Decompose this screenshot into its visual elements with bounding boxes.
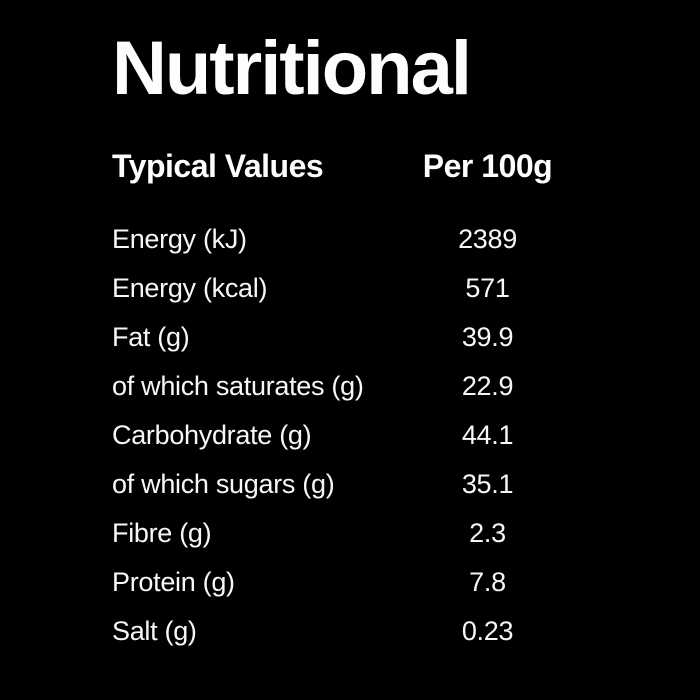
column-header-typical-values: Typical Values — [112, 148, 324, 184]
table-row-sugars: of which sugars (g) 35.1 — [112, 459, 585, 508]
row-value: 35.1 — [461, 468, 514, 499]
row-value: 571 — [465, 272, 510, 303]
row-label: Fibre (g) — [112, 517, 212, 548]
row-label: Salt (g) — [112, 615, 197, 646]
row-value: 39.9 — [461, 321, 514, 352]
row-label: of which sugars (g) — [112, 468, 335, 499]
table-row-protein: Protein (g) 7.8 — [112, 557, 585, 606]
label-title: Nutritional — [112, 26, 472, 111]
row-value: 2389 — [458, 223, 517, 254]
row-value: 22.9 — [461, 370, 514, 401]
table-row-energy-kj: Energy (kJ) 2389 — [112, 214, 585, 263]
column-header-row: Typical Values Per 100g — [112, 150, 585, 183]
column-header-per-100g: Per 100g — [422, 148, 553, 184]
row-value: 2.3 — [469, 517, 506, 548]
row-value: 44.1 — [461, 419, 514, 450]
table-row-carbohydrate: Carbohydrate (g) 44.1 — [112, 410, 585, 459]
nutrition-table: Energy (kJ) 2389 Energy (kcal) 571 Fat (… — [112, 214, 585, 655]
row-value: 7.8 — [469, 566, 506, 597]
table-row-salt: Salt (g) 0.23 — [112, 606, 585, 655]
row-label: Carbohydrate (g) — [112, 419, 312, 450]
row-label: Energy (kJ) — [112, 223, 247, 254]
table-row-saturates: of which saturates (g) 22.9 — [112, 361, 585, 410]
table-row-fibre: Fibre (g) 2.3 — [112, 508, 585, 557]
table-row-energy-kcal: Energy (kcal) 571 — [112, 263, 585, 312]
row-value: 0.23 — [461, 615, 514, 646]
table-row-fat: Fat (g) 39.9 — [112, 312, 585, 361]
row-label: of which saturates (g) — [112, 370, 364, 401]
row-label: Energy (kcal) — [112, 272, 268, 303]
row-label: Protein (g) — [112, 566, 235, 597]
row-label: Fat (g) — [112, 321, 190, 352]
